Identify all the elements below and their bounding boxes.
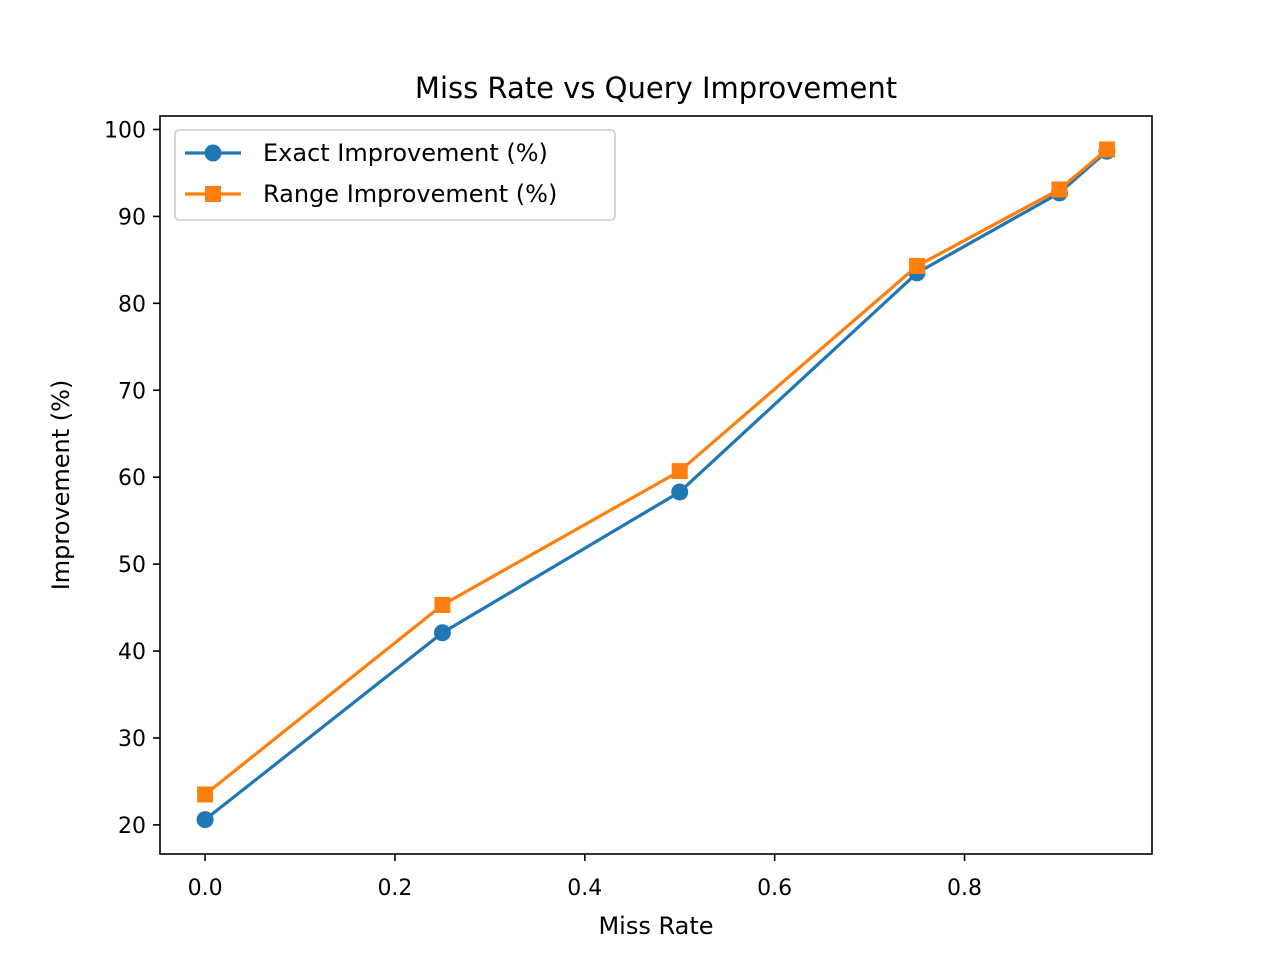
data-point-square xyxy=(197,786,214,803)
legend-box xyxy=(174,129,616,221)
series-2 xyxy=(197,141,1115,803)
x-tick-label: 0.4 xyxy=(567,876,602,901)
plot-series xyxy=(196,141,1116,829)
y-tick-label: 90 xyxy=(118,205,146,230)
legend-label: Range Improvement (%) xyxy=(263,180,557,208)
legend-entry: Exact Improvement (%) xyxy=(185,139,548,167)
x-tick-label: 0.2 xyxy=(377,876,412,901)
y-tick-label: 60 xyxy=(118,466,146,491)
x-tick-label: 0.8 xyxy=(947,876,982,901)
y-tick-label: 30 xyxy=(118,727,146,752)
legend-marker xyxy=(204,144,222,162)
data-point-square xyxy=(671,463,688,480)
x-axis-label: Miss Rate xyxy=(598,912,713,940)
legend-marker xyxy=(205,186,221,202)
y-tick-label: 70 xyxy=(118,379,146,404)
x-axis-ticks: 0.0 0.2 0.4 0.6 0.8 xyxy=(188,854,982,901)
plot-frame xyxy=(159,115,1153,855)
data-point-circle xyxy=(671,483,689,501)
y-tick-label: 50 xyxy=(118,553,146,578)
data-point-square xyxy=(1051,181,1068,198)
data-point-square xyxy=(434,596,451,613)
legend-label: Exact Improvement (%) xyxy=(263,139,548,167)
data-point-circle xyxy=(433,624,451,642)
y-tick-label: 80 xyxy=(118,292,146,317)
x-tick-label: 0.0 xyxy=(188,876,223,901)
data-point-square xyxy=(1098,141,1115,158)
y-tick-label: 20 xyxy=(118,814,146,839)
legend: Exact Improvement (%) Range Improvement (… xyxy=(174,129,616,221)
x-tick-label: 0.6 xyxy=(757,876,792,901)
data-point-circle xyxy=(196,811,214,829)
legend-entry: Range Improvement (%) xyxy=(185,180,557,208)
y-tick-label: 100 xyxy=(104,118,146,143)
y-axis-ticks: 20 30 40 50 60 70 80 90 100 xyxy=(104,118,160,839)
y-tick-label: 40 xyxy=(118,640,146,665)
data-point-square xyxy=(909,257,926,274)
chart-title: Miss Rate vs Query Improvement xyxy=(415,71,897,105)
y-axis-label: Improvement (%) xyxy=(47,380,75,591)
